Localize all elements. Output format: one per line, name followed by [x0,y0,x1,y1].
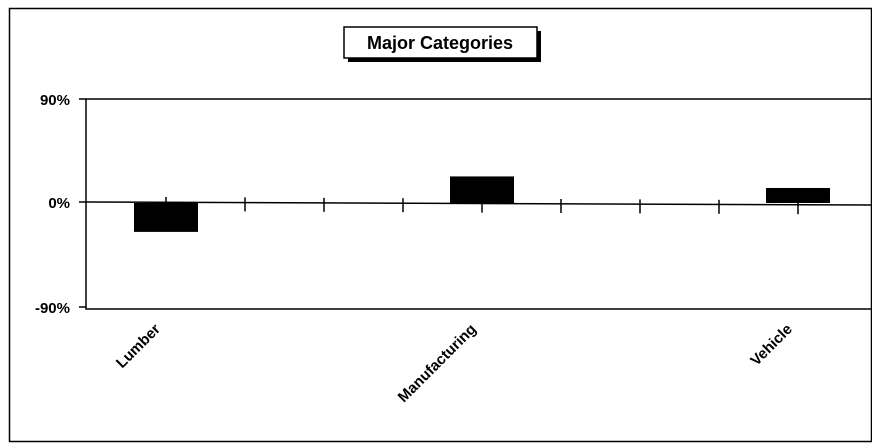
chart-title: Major Categories [367,33,513,53]
y-tick-label-zero: 0% [48,195,70,212]
bar-vehicle [766,187,830,203]
x-ticks-layer [165,197,799,215]
bars-layer [134,176,830,232]
bar-manufacturing [450,176,514,203]
plot-area-border [85,98,872,310]
zero-axis-line [85,201,872,206]
y-tick-label-bottom: -90% [35,300,70,317]
y-tick-label-top: 90% [40,92,70,109]
chart-title-box [343,26,538,59]
